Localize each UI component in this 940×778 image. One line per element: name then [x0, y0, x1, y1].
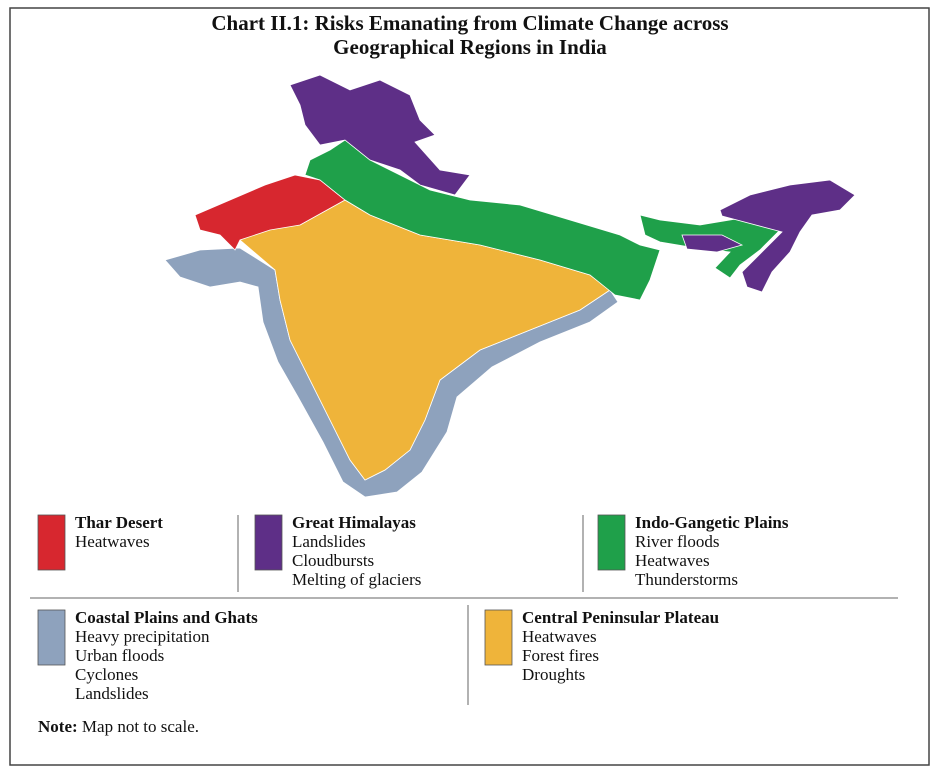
legend-risk: Forest fires	[522, 646, 599, 665]
legend-risk: Landslides	[292, 532, 366, 551]
legend-risk: Cyclones	[75, 665, 138, 684]
region-himalayas-ne	[681, 234, 744, 253]
legend-swatch	[37, 609, 66, 666]
region-thar	[194, 174, 346, 251]
legend-name: Indo-Gangetic Plains	[635, 513, 789, 532]
legend-risk: Heatwaves	[75, 532, 150, 551]
legend-risk: Thunderstorms	[635, 570, 738, 589]
legend-name: Thar Desert	[75, 513, 163, 532]
legend-risk: Cloudbursts	[292, 551, 374, 570]
legend-risk: Heatwaves	[522, 627, 597, 646]
legend-risk: Heavy precipitation	[75, 627, 210, 646]
region-himalayas	[289, 74, 471, 196]
legend-risk: Landslides	[75, 684, 149, 703]
region-himalayas-ne	[719, 179, 856, 293]
legend-name: Coastal Plains and Ghats	[75, 608, 258, 627]
legend-risk: Heatwaves	[635, 551, 710, 570]
legend-swatch	[37, 514, 66, 571]
legend-risk: Melting of glaciers	[292, 570, 421, 589]
legend-risk: Droughts	[522, 665, 585, 684]
title-line: Geographical Regions in India	[333, 35, 607, 59]
map	[164, 74, 856, 498]
note: Note: Map not to scale.	[38, 717, 199, 736]
legend-swatch	[484, 609, 513, 666]
legend-risk: River floods	[635, 532, 720, 551]
legend-swatch	[597, 514, 626, 571]
legend-name: Central Peninsular Plateau	[522, 608, 719, 627]
legend-name: Great Himalayas	[292, 513, 416, 532]
legend-risk: Urban floods	[75, 646, 164, 665]
note-text: Map not to scale.	[82, 717, 199, 736]
title-line: Chart II.1: Risks Emanating from Climate…	[211, 11, 728, 35]
note-label: Note:	[38, 717, 78, 736]
legend-swatch	[254, 514, 283, 571]
